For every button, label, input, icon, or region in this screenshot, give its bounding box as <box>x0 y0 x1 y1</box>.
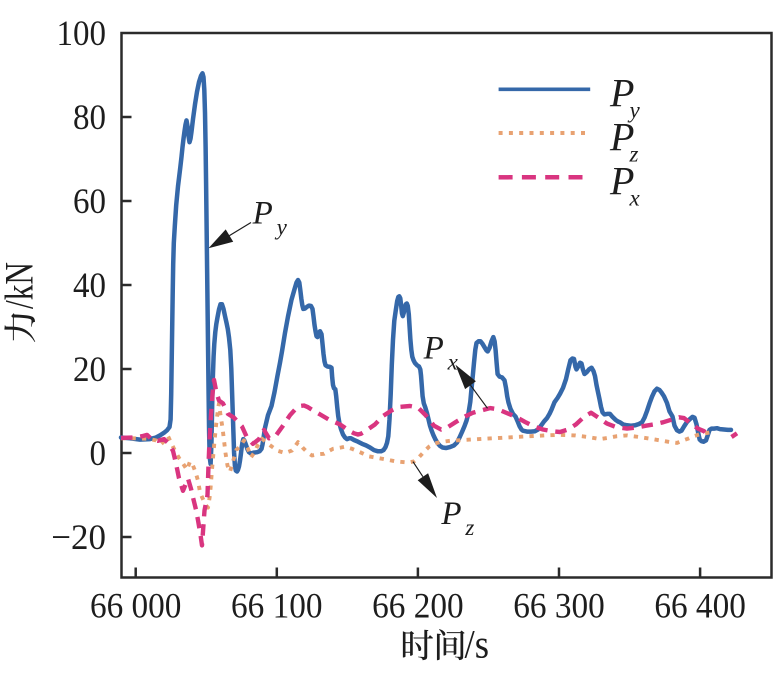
svg-text:60: 60 <box>73 181 106 221</box>
svg-text:z: z <box>464 515 474 540</box>
svg-text:66 000: 66 000 <box>90 586 182 626</box>
svg-text:80: 80 <box>73 97 106 137</box>
svg-text:66 400: 66 400 <box>654 586 746 626</box>
svg-text:y: y <box>275 214 288 239</box>
svg-text:66 200: 66 200 <box>372 586 464 626</box>
svg-text:P: P <box>423 331 444 367</box>
svg-text:P: P <box>609 71 634 116</box>
svg-text:P: P <box>609 114 634 159</box>
svg-text:100: 100 <box>57 13 107 53</box>
svg-text:/kN: /kN <box>0 262 42 309</box>
svg-text:40: 40 <box>73 265 106 305</box>
svg-text:P: P <box>609 159 634 204</box>
svg-text:x: x <box>629 186 641 211</box>
svg-text:y: y <box>628 98 641 123</box>
svg-text:z: z <box>629 141 639 166</box>
svg-text:0: 0 <box>90 433 107 473</box>
svg-text:66 300: 66 300 <box>513 586 605 626</box>
svg-text:P: P <box>440 496 461 532</box>
svg-text:66 100: 66 100 <box>231 586 323 626</box>
svg-text:P: P <box>252 195 273 231</box>
svg-text:/s: /s <box>465 622 490 667</box>
svg-text:20: 20 <box>73 349 106 389</box>
svg-text:x: x <box>447 350 459 375</box>
svg-text:−20: −20 <box>51 517 106 557</box>
